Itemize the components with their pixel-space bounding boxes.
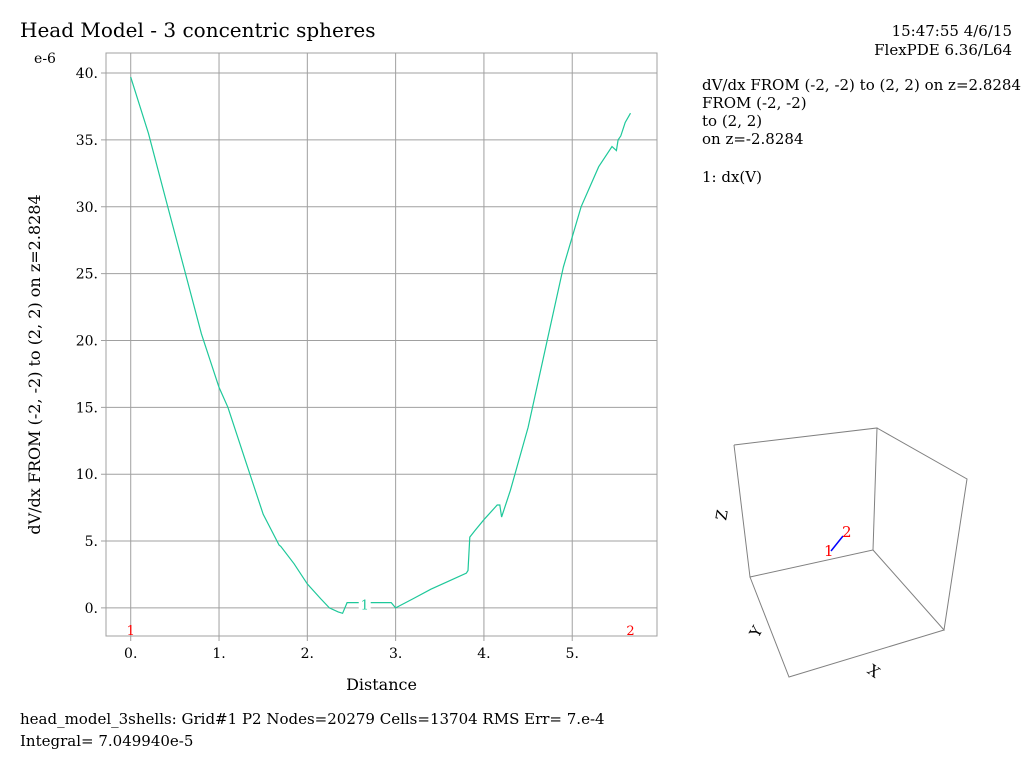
x-axis-label: X bbox=[864, 661, 883, 682]
inset-path-line bbox=[830, 535, 844, 552]
line-chart: 0. 1. 2. 3. 4. 5. 0. 5. 10. 15. 20. 25. 30. 35. 40. e-6… bbox=[25, 51, 658, 694]
series-label: 1 bbox=[361, 599, 369, 614]
plot-frame bbox=[105, 52, 658, 637]
y-tick-label: 0. bbox=[85, 601, 98, 617]
y-tick-label: 40. bbox=[76, 66, 98, 82]
y-tick-label: 10. bbox=[76, 467, 98, 483]
z-axis-label: Z bbox=[712, 508, 732, 521]
y-scale-label: e-6 bbox=[34, 51, 56, 67]
inset-marker-2: 2 bbox=[842, 523, 852, 541]
y-tick-label: 20. bbox=[76, 333, 98, 349]
timestamp: 15:47:55 4/6/15 bbox=[891, 22, 1012, 40]
inset-box-right-face bbox=[872, 427, 968, 632]
footer-grid-stats: head_model_3shells: Grid#1 P2 Nodes=2027… bbox=[20, 710, 605, 728]
y-axis-label: dV/dx FROM (-2, -2) to (2, 2) on z=2.828… bbox=[25, 194, 44, 534]
y-tick-label: 5. bbox=[85, 534, 98, 550]
inset-box bbox=[733, 427, 968, 678]
x-tick-label: 5. bbox=[566, 646, 579, 662]
plot-info-block: dV/dx FROM (-2, -2) to (2, 2) on z=2.828… bbox=[702, 76, 1024, 148]
inset-box-bottom-face bbox=[749, 576, 945, 678]
series-label-bg bbox=[358, 596, 371, 611]
y-tick-label: 15. bbox=[76, 400, 98, 416]
inset-box-back-edges bbox=[733, 427, 878, 578]
series-line bbox=[130, 76, 632, 615]
info-line: on z=-2.8284 bbox=[702, 130, 804, 148]
plot-title: Head Model - 3 concentric spheres bbox=[20, 18, 376, 42]
y-axis-label: Y bbox=[745, 622, 767, 641]
x-tick-label: 2. bbox=[301, 646, 314, 662]
3d-orientation-inset: Z Y X 1 2 bbox=[712, 427, 968, 682]
x-tick-label: 0. bbox=[124, 646, 137, 662]
inset-marker-1: 1 bbox=[824, 542, 834, 560]
x-tick-label: 4. bbox=[477, 646, 490, 662]
endpoint-marker: 2 bbox=[626, 624, 634, 639]
info-line: to (2, 2) bbox=[702, 112, 763, 130]
y-tick-label: 35. bbox=[76, 133, 98, 149]
x-axis-label: Distance bbox=[346, 675, 417, 694]
y-tick-label: 30. bbox=[76, 200, 98, 216]
software-version: FlexPDE 6.36/L64 bbox=[874, 41, 1012, 59]
y-tick-label: 25. bbox=[76, 267, 98, 283]
footer-integral: Integral= 7.049940e-5 bbox=[20, 732, 194, 750]
info-line: dV/dx FROM (-2, -2) to (2, 2) on z=2.828… bbox=[702, 76, 1022, 94]
endpoint-marker: 1 bbox=[127, 624, 135, 639]
x-tick-label: 1. bbox=[212, 646, 225, 662]
info-line: FROM (-2, -2) bbox=[702, 94, 807, 112]
x-tick-label: 3. bbox=[389, 646, 402, 662]
legend-entry: 1: dx(V) bbox=[702, 168, 762, 186]
